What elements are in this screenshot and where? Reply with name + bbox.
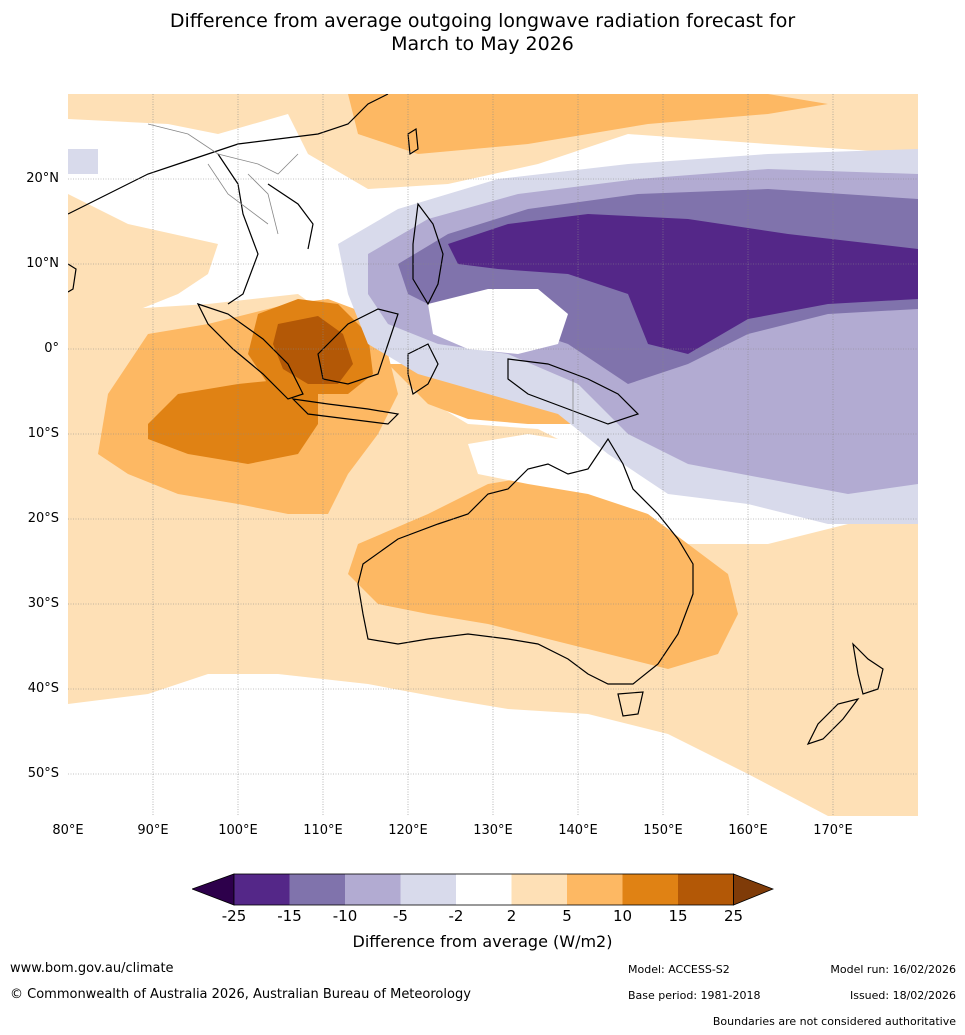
colorbar-swatch-minus10-minus5 <box>345 874 401 905</box>
colorbar <box>192 873 774 906</box>
title-line-2: March to May 2026 <box>391 33 574 55</box>
coastline-borneo <box>317 308 399 385</box>
lat-label-10n: 10°N <box>26 256 59 271</box>
coastline-new-guinea <box>507 358 640 425</box>
footer-base-period: Base period: 1981-2018 <box>628 989 761 1002</box>
lon-label-90e: 90°E <box>137 823 169 838</box>
coastline-sumatra <box>196 302 304 400</box>
lon-label-110e: 110°E <box>303 823 343 838</box>
contour-brown-sumatra <box>273 316 353 384</box>
contour-lightest-purple-northwest <box>68 149 98 174</box>
coastline-philippines <box>412 202 444 306</box>
lat-label-40s: 40°S <box>27 681 59 696</box>
contour-orange-north <box>348 94 828 154</box>
colorbar-tick-minus15: -15 <box>277 907 302 925</box>
colorbar-swatch-minus2-2 <box>456 874 512 905</box>
coastline-java <box>291 398 400 425</box>
colorbar-swatch-minus25-minus15 <box>234 874 290 905</box>
colorbar-swatch-minus15-minus10 <box>289 874 345 905</box>
colorbar-swatch-10-15 <box>622 874 678 905</box>
lat-label-30s: 30°S <box>27 596 59 611</box>
coastline-australia <box>357 437 694 685</box>
colorbar-under-arrow <box>192 873 235 906</box>
coastline-sri-lanka-area <box>68 263 77 293</box>
lon-label-120e: 120°E <box>388 823 428 838</box>
lon-label-80e: 80°E <box>52 823 84 838</box>
lon-label-150e: 150°E <box>643 823 683 838</box>
colorbar-tick-minus25: -25 <box>221 907 247 925</box>
colorbar-swatch-5-10 <box>567 874 623 905</box>
contour-dark-purple <box>448 214 918 354</box>
lon-label-100e: 100°E <box>218 823 258 838</box>
colorbar-tick-minus2: -2 <box>448 907 464 925</box>
lon-label-140e: 140°E <box>558 823 598 838</box>
coastline-taiwan <box>407 127 419 156</box>
coastline-new-zealand-south <box>806 698 860 746</box>
coastlines <box>68 94 884 746</box>
lat-label-20n: 20°N <box>26 171 59 186</box>
lon-label-170e: 170°E <box>813 823 853 838</box>
colorbar-swatch-minus5-minus2 <box>400 874 456 905</box>
lat-label-equator: 0° <box>44 341 59 356</box>
map-canvas <box>68 94 918 816</box>
footer-disclaimer: Boundaries are not considered authoritat… <box>712 1015 956 1028</box>
footer-copyright: © Commonwealth of Australia 2026, Austra… <box>10 987 471 1002</box>
country-boundaries <box>147 123 574 424</box>
footer-website: www.bom.gov.au/climate <box>10 961 174 976</box>
lat-label-20s: 20°S <box>27 511 59 526</box>
lat-label-50s: 50°S <box>27 766 59 781</box>
contour-neutral-center <box>428 289 568 354</box>
lon-label-130e: 130°E <box>473 823 513 838</box>
map-title: Difference from average outgoing longwav… <box>0 10 965 56</box>
colorbar-tick-5: 5 <box>562 907 572 925</box>
contour-orange-australia <box>348 474 738 669</box>
colorbar-tick-minus5: -5 <box>393 907 408 925</box>
gridlines <box>68 94 918 816</box>
colorbar-tick-15: 15 <box>668 907 688 925</box>
colorbar-frame <box>233 873 734 906</box>
colorbar-swatch-2-5 <box>511 874 567 905</box>
title-line-1: Difference from average outgoing longwav… <box>169 10 796 32</box>
colorbar-label: Difference from average (W/m2) <box>352 932 613 951</box>
colorbar-swatch-15-25 <box>678 874 734 905</box>
coastline-tasmania <box>617 691 644 717</box>
lon-label-160e: 160°E <box>728 823 768 838</box>
contour-light-orange-west <box>68 194 218 319</box>
colorbar-over-arrow <box>733 873 774 906</box>
colorbar-tick-2: 2 <box>506 907 517 925</box>
contour-dark-orange-indian-ocean <box>148 379 318 464</box>
footer-issued: Issued: 18/02/2026 <box>849 989 956 1002</box>
colorbar-tick-minus10: -10 <box>332 907 358 925</box>
footer-model-run: Model run: 16/02/2026 <box>830 963 956 976</box>
lat-label-10s: 10°S <box>27 426 59 441</box>
olr-anomaly-map <box>68 94 918 816</box>
colorbar-tick-25: 25 <box>723 907 744 925</box>
footer-model: Model: ACCESS-S2 <box>628 963 730 976</box>
colorbar-tick-10: 10 <box>612 907 633 925</box>
